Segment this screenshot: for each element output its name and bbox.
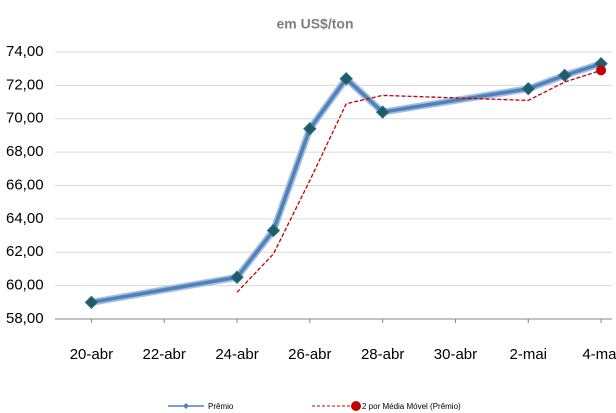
- y-tick-label: 66,00: [6, 176, 44, 193]
- line: [236, 69, 602, 293]
- line: [91, 62, 602, 305]
- y-tick-label: 60,00: [6, 277, 44, 294]
- y-tick-label: 62,00: [6, 243, 44, 260]
- chart-subtitle: em US$/ton: [276, 16, 353, 32]
- x-tick-label: 22-abr: [143, 346, 186, 363]
- point-marker: [230, 270, 244, 284]
- point-marker: [521, 82, 535, 96]
- point-marker: [557, 68, 572, 83]
- point-marker: [266, 223, 281, 238]
- legend-marker: [183, 403, 189, 409]
- x-tick-label: 28-abr: [361, 346, 404, 363]
- y-tick-label: 68,00: [6, 143, 44, 160]
- x-tick-label: 30-abr: [434, 346, 477, 363]
- point-marker: [84, 295, 99, 310]
- y-tick-label: 74,00: [6, 43, 44, 60]
- x-tick-label: 24-abr: [215, 346, 258, 363]
- point-marker: [339, 71, 353, 86]
- end-marker: [596, 65, 607, 76]
- x-tick-label: 20-abr: [70, 346, 113, 363]
- x-tick-label: 26-abr: [288, 346, 331, 363]
- point-marker: [303, 122, 317, 136]
- y-tick-label: 58,00: [6, 310, 44, 327]
- x-tick-label: 2-mai: [510, 346, 548, 363]
- legend-label: Prêmio: [208, 402, 234, 411]
- legend-label: 2 por Média Móvel (Prêmio): [362, 402, 461, 411]
- y-tick-label: 70,00: [6, 110, 44, 127]
- y-tick-label: 64,00: [6, 210, 44, 227]
- y-tick-label: 72,00: [6, 76, 44, 93]
- legend-marker: [351, 401, 361, 411]
- x-tick-label: 4-mai: [582, 346, 616, 363]
- point-marker: [375, 105, 390, 119]
- line-glow: [90, 60, 603, 306]
